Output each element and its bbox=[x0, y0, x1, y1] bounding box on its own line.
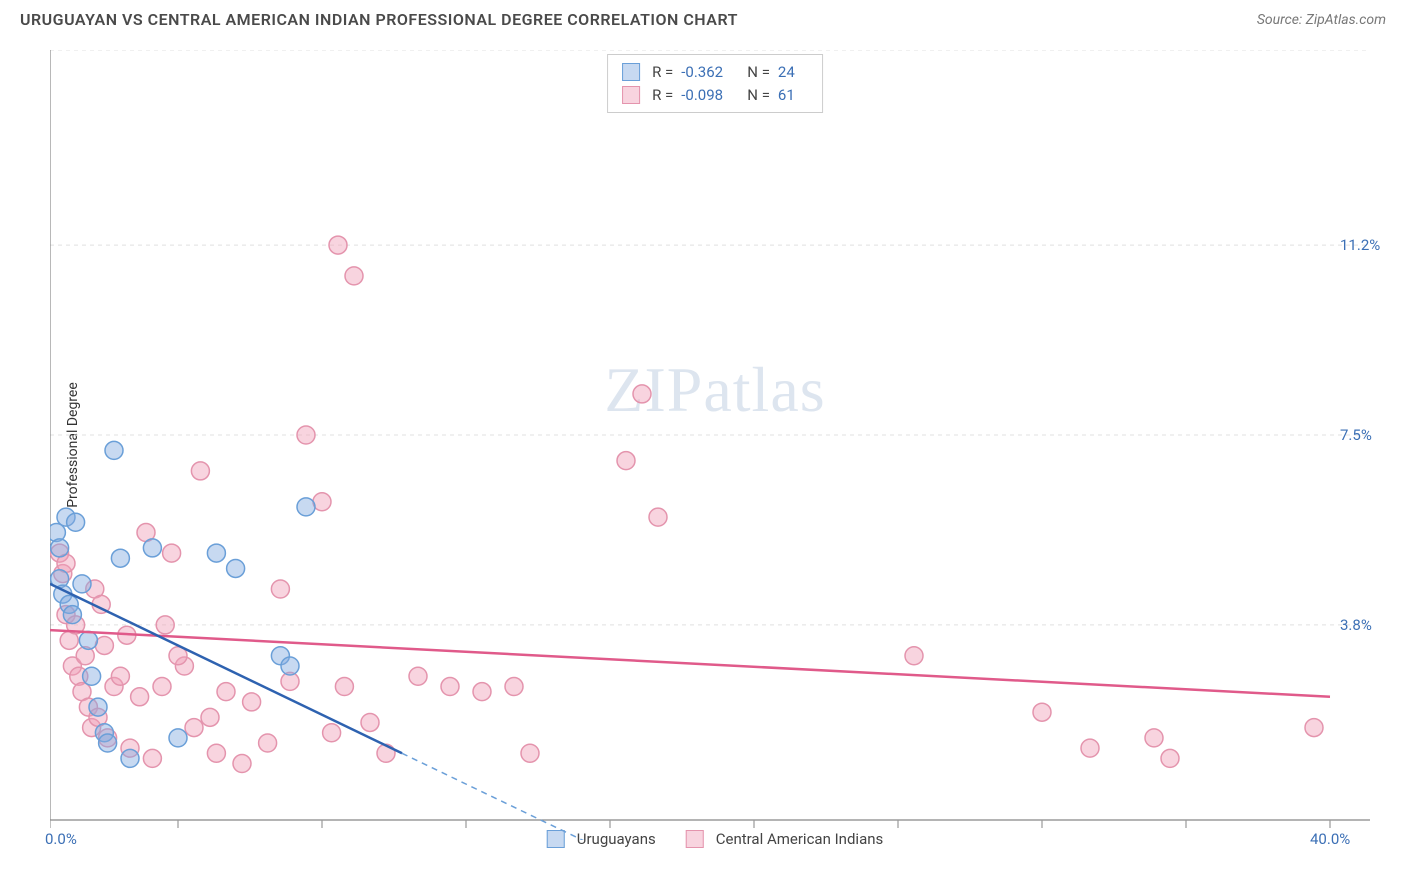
x-tick-label: 40.0% bbox=[1310, 830, 1350, 848]
legend-item: Uruguayans bbox=[547, 830, 656, 848]
series-swatch bbox=[686, 830, 704, 848]
series-swatch bbox=[622, 86, 640, 104]
series-legend: Uruguayans Central American Indians bbox=[547, 830, 884, 848]
chart-title: URUGUAYAN VS CENTRAL AMERICAN INDIAN PRO… bbox=[20, 10, 738, 29]
legend-label: Uruguayans bbox=[577, 830, 656, 848]
stat-n-label: N = bbox=[747, 84, 770, 107]
chart-header: URUGUAYAN VS CENTRAL AMERICAN INDIAN PRO… bbox=[0, 0, 1406, 35]
series-swatch bbox=[622, 63, 640, 81]
stat-r-label: R = bbox=[652, 61, 673, 84]
chart-area: Professional Degree ZIPatlas R = -0.362 … bbox=[50, 50, 1380, 840]
x-tick-label: 0.0% bbox=[45, 830, 77, 848]
legend-label: Central American Indians bbox=[716, 830, 884, 848]
stat-n-value: 61 bbox=[778, 84, 808, 107]
chart-source: Source: ZipAtlas.com bbox=[1257, 12, 1386, 28]
stats-legend-box: R = -0.362 N = 24 R = -0.098 N = 61 bbox=[607, 54, 823, 113]
y-tick-label: 11.2% bbox=[1340, 236, 1380, 254]
stats-row: R = -0.098 N = 61 bbox=[622, 84, 808, 107]
stat-n-value: 24 bbox=[778, 61, 808, 84]
stat-r-label: R = bbox=[652, 84, 673, 107]
stat-r-value: -0.098 bbox=[681, 84, 739, 107]
y-tick-label: 3.8% bbox=[1340, 616, 1372, 634]
scatter-plot bbox=[50, 50, 1380, 840]
legend-item: Central American Indians bbox=[686, 830, 884, 848]
stat-n-label: N = bbox=[747, 61, 770, 84]
series-swatch bbox=[547, 830, 565, 848]
stat-r-value: -0.362 bbox=[681, 61, 739, 84]
stats-row: R = -0.362 N = 24 bbox=[622, 61, 808, 84]
y-tick-label: 7.5% bbox=[1340, 426, 1372, 444]
